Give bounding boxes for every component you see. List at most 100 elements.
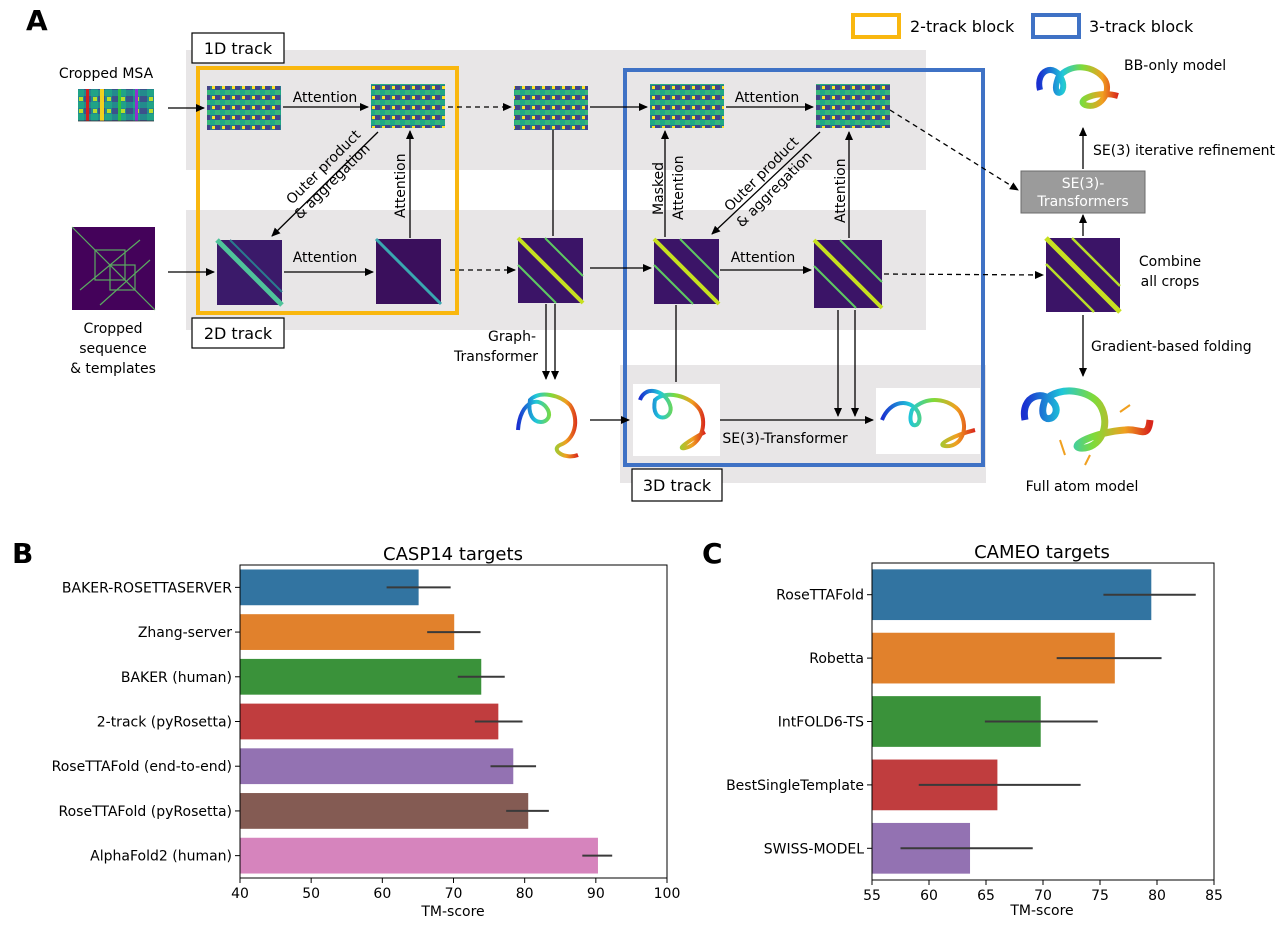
se3-refinement-label: SE(3) iterative refinement (1093, 143, 1276, 159)
x-tick-label: 80 (516, 886, 534, 902)
seq-input-label-1: Cropped (83, 321, 142, 337)
chart-c-title: CAMEO targets (974, 542, 1110, 563)
msa-input-label: Cropped MSA (59, 66, 154, 82)
combine-label-2: all crops (1141, 274, 1200, 290)
msa-feature-3 (514, 86, 588, 130)
pair-map-3 (516, 236, 585, 305)
x-tick-label: 70 (1034, 888, 1052, 904)
x-tick-label: 90 (587, 886, 605, 902)
template-contact-map-icon (71, 226, 156, 311)
legend-3track-swatch (1031, 13, 1081, 39)
x-tick-label: 70 (445, 886, 463, 902)
arrow-outer-product-b (711, 131, 821, 235)
chart-b-xlabel: TM-score (420, 904, 484, 920)
architecture-diagram: A 2-track block 3-track block 1D track 2… (26, 4, 1276, 502)
pair-map-1 (215, 238, 284, 307)
x-tick-label: 60 (920, 888, 938, 904)
arrow-dash-to-se3 (889, 109, 1019, 191)
category-label: IntFOLD6-TS (778, 715, 864, 731)
track-2d-box (191, 317, 285, 349)
category-label: Zhang-server (138, 625, 232, 641)
msa-feature-5 (816, 84, 890, 128)
protein-full-atom-model (1020, 387, 1154, 466)
x-tick-label: 55 (863, 888, 881, 904)
protein-ribbon-icon-3 (876, 388, 980, 454)
bar-baker-human- (240, 658, 482, 695)
chart-b-plot-area: BAKER-ROSETTASERVER Zhang-server BAKER (hu… (52, 564, 681, 902)
x-tick-label: 65 (977, 888, 995, 904)
bar-rosettafold-pyrosetta- (240, 793, 529, 829)
x-tick-label: 80 (1148, 888, 1166, 904)
panel-a-label: A (26, 4, 48, 37)
category-label: RoseTTAFold (pyRosetta) (59, 804, 233, 820)
x-tick-label: 60 (373, 886, 391, 902)
cameo-chart: C CAMEO targets RoseTTAFold Robetta IntFOL… (702, 537, 1223, 919)
combine-label-1: Combine (1139, 254, 1201, 270)
track-1d-label: 1D track (204, 39, 273, 58)
legend-3track-label: 3-track block (1089, 17, 1194, 36)
seq-input-label-2: sequence (79, 341, 146, 357)
category-label: BAKER (human) (121, 670, 232, 686)
seq-input-label-3: & templates (70, 361, 156, 377)
graph-transformer-label-2: Transformer (453, 349, 538, 365)
attn-label-1: Attention (293, 90, 358, 106)
legend-2track-swatch (851, 13, 901, 39)
protein-bb-only-model (1036, 64, 1119, 109)
chart-c-xlabel: TM-score (1009, 903, 1073, 919)
protein-ribbon-icon-1 (516, 392, 579, 459)
track-3d-label: 3D track (643, 476, 712, 495)
protein-ribbon-icon-2 (633, 384, 720, 456)
category-label: AlphaFold2 (human) (90, 849, 232, 865)
attn-label-2: Attention (293, 250, 358, 266)
x-tick-label: 75 (1091, 888, 1109, 904)
category-label: BestSingleTemplate (726, 778, 864, 794)
bb-only-label: BB-only model (1124, 58, 1226, 74)
full-atom-label: Full atom model (1026, 479, 1139, 495)
arrow-outer-product-a (271, 131, 379, 237)
category-label: RoseTTAFold (end-to-end) (52, 759, 232, 775)
masked-label: Masked (651, 162, 667, 215)
track-2d-label: 2D track (204, 324, 273, 343)
bar-zhang-server (240, 614, 455, 650)
bar-alphafold2-human- (240, 837, 598, 874)
legend-2track-label: 2-track block (910, 17, 1015, 36)
panel-b-label: B (12, 537, 33, 570)
diagram-arrows (168, 103, 1087, 424)
msa-heatmap-icon (74, 88, 154, 126)
category-label: SWISS-MODEL (764, 841, 864, 857)
category-label: RoseTTAFold (776, 588, 864, 604)
pair-map-4 (652, 237, 721, 306)
category-label: 2-track (pyRosetta) (97, 715, 232, 731)
se3-box-label-1: SE(3)- (1062, 176, 1105, 192)
pair-map-5 (812, 238, 884, 310)
se3-transformers-box (1020, 170, 1146, 214)
msa-feature-4 (650, 84, 724, 128)
casp14-chart: B CASP14 targets BAKER-ROSETTASERVER Zhan… (12, 537, 680, 920)
attn-label-3: Attention (735, 90, 800, 106)
attn-label-4: Attention (731, 250, 796, 266)
x-tick-label: 40 (231, 886, 249, 902)
bar-2-track-pyrosetta- (240, 703, 499, 740)
graph-transformer-label-1: Graph- (488, 329, 536, 345)
category-label: BAKER-ROSETTASERVER (62, 580, 232, 596)
bar-rosettafold-end-to-end- (240, 748, 514, 785)
track-3d-box (631, 468, 723, 502)
msa-feature-1 (207, 86, 281, 130)
gradient-folding-label: Gradient-based folding (1091, 339, 1252, 355)
chart-c-plot-area: RoseTTAFold Robetta IntFOLD6-TS BestSingleT… (726, 562, 1223, 904)
pair-map-combined (1044, 236, 1122, 314)
x-tick-label: 100 (654, 886, 681, 902)
track-1d-box (191, 32, 285, 64)
attn-vert-label-b: Attention (833, 158, 849, 223)
x-tick-label: 50 (302, 886, 320, 902)
se3-transformer-label: SE(3)-Transformer (722, 431, 848, 447)
panel-c-label: C (702, 537, 723, 570)
x-tick-label: 85 (1205, 888, 1223, 904)
se3-box-label-2: Transformers (1036, 194, 1128, 210)
pair-map-2 (374, 237, 443, 306)
category-label: Robetta (809, 651, 864, 667)
masked-attn-label: Attention (671, 155, 687, 220)
two-track-block (196, 66, 459, 315)
attn-vert-label-a: Attention (393, 153, 409, 218)
